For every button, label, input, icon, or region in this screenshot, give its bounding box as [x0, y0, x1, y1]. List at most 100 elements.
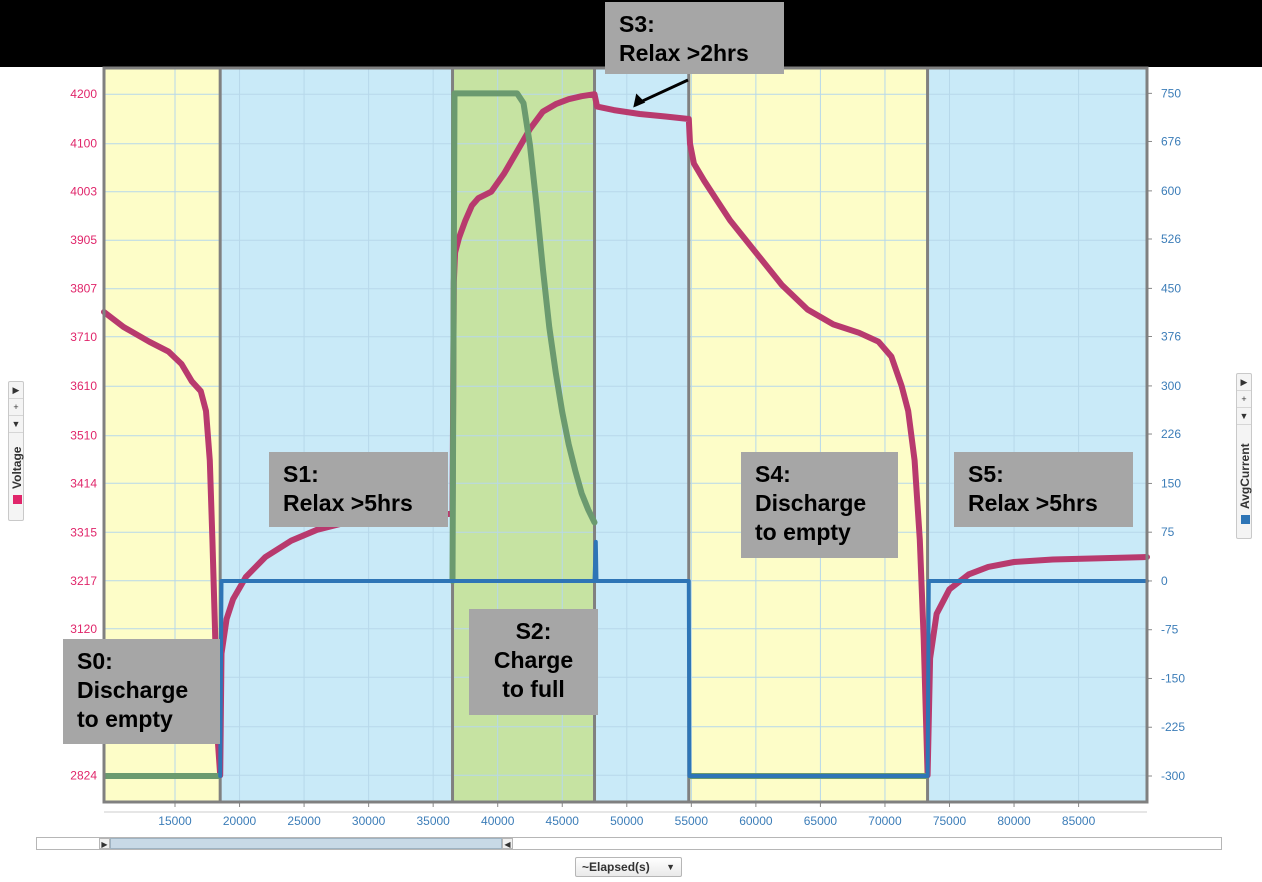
x-tick-label-11: 70000 [868, 814, 902, 828]
callout-s2-line-3: to full [502, 676, 565, 702]
scroll-right-arrow[interactable]: ◀ [502, 838, 513, 849]
callout-s0-line-3: to empty [77, 706, 173, 732]
series-lines [101, 90, 1150, 779]
left-tick-label-11: 3120 [70, 622, 97, 636]
left-tick-label-7: 3510 [70, 429, 97, 443]
right-tick-label-10: 0 [1161, 574, 1168, 588]
left-axis-add-button[interactable]: + [9, 399, 23, 416]
callout-s0-line-2: Discharge [77, 677, 189, 703]
callout-s4-line-3: to empty [755, 519, 851, 545]
x-tick-label-12: 75000 [933, 814, 967, 828]
left-tick-label-6: 3610 [70, 379, 97, 393]
left-tick-label-0: 4200 [70, 87, 97, 101]
x-tick-label-14: 85000 [1062, 814, 1096, 828]
x-tick-label-8: 55000 [675, 814, 709, 828]
callout-s4-line-2: Discharge [755, 490, 867, 516]
right-tick-label-3: 526 [1161, 232, 1181, 246]
callout-s1-line-2: Relax >5hrs [283, 490, 413, 516]
right-tick-label-8: 150 [1161, 476, 1181, 490]
callout-s2: S2: Charge to full [469, 609, 598, 715]
left-tick-label-1: 4100 [70, 137, 97, 151]
series-1 [449, 90, 598, 584]
x-tick-label-6: 45000 [546, 814, 580, 828]
region-5 [927, 68, 1147, 802]
x-axis-selector-label: ~Elapsed(s) [582, 860, 650, 874]
left-tick-label-2: 4003 [70, 185, 97, 199]
x-axis-ticks: 15000 20000 25000 30000 35000 40000 45000 50000… [158, 802, 1096, 828]
right-tick-label-5: 376 [1161, 330, 1181, 344]
x-tick-label-7: 50000 [610, 814, 644, 828]
voltage-legend-swatch [13, 495, 23, 504]
right-axis-title: AvgCurrent [1238, 443, 1252, 524]
scroll-left-arrow[interactable]: ▶ [99, 838, 110, 849]
right-tick-label-9: 75 [1161, 525, 1175, 539]
x-tick-label-3: 30000 [352, 814, 386, 828]
callout-s3-line-2: Relax >2hrs [619, 40, 749, 66]
right-tick-label-13: -225 [1161, 720, 1185, 734]
left-tick-label-4: 3807 [70, 282, 97, 296]
left-tick-label-8: 3414 [70, 476, 97, 490]
callout-s2-line-2: Charge [493, 647, 574, 673]
left-tick-label-14: 2824 [70, 768, 97, 782]
annotation-arrows [633, 78, 689, 108]
callout-s0-line-1: S0: [77, 648, 113, 674]
chevron-down-icon: ▼ [666, 862, 675, 872]
left-axis-title: Voltage [10, 447, 24, 504]
right-tick-label-12: -150 [1161, 671, 1185, 685]
x-tick-label-9: 60000 [739, 814, 773, 828]
callout-s1: S1: Relax >5hrs [269, 452, 448, 527]
x-tick-label-2: 25000 [287, 814, 321, 828]
x-tick-label-4: 35000 [416, 814, 450, 828]
right-axis-ticks: 750676600526450376300226150750-75-150-22… [1147, 86, 1185, 783]
scroll-thumb[interactable] [110, 838, 502, 849]
callout-s1-line-1: S1: [283, 461, 319, 487]
right-axis-control: ▶ + ▼ AvgCurrent [1236, 373, 1252, 539]
x-axis-selector[interactable]: ~Elapsed(s) ▼ [575, 857, 682, 877]
callout-s3: S3: Relax >2hrs [605, 2, 784, 74]
right-tick-label-2: 600 [1161, 184, 1181, 198]
callout-s5-line-2: Relax >5hrs [968, 490, 1098, 516]
x-tick-label-10: 65000 [804, 814, 838, 828]
left-axis-expand-button[interactable]: ▶ [9, 382, 23, 399]
x-tick-label-13: 80000 [997, 814, 1031, 828]
callout-s5: S5: Relax >5hrs [954, 452, 1133, 527]
x-scrollbar[interactable]: ▶ ◀ [36, 837, 1222, 850]
right-axis-menu-button[interactable]: ▼ [1237, 408, 1251, 425]
avgcurrent-legend-swatch [1241, 515, 1251, 524]
right-axis-add-button[interactable]: + [1237, 391, 1251, 408]
left-tick-label-5: 3710 [70, 330, 97, 344]
right-tick-label-0: 750 [1161, 86, 1181, 100]
right-axis-expand-button[interactable]: ▶ [1237, 374, 1251, 391]
right-tick-label-7: 226 [1161, 427, 1181, 441]
left-axis-control: ▶ + ▼ Voltage [8, 381, 24, 521]
left-tick-label-10: 3217 [70, 574, 97, 588]
callout-s4: S4: Discharge to empty [741, 452, 898, 558]
right-tick-label-1: 676 [1161, 134, 1181, 148]
callout-s2-line-1: S2: [515, 618, 552, 644]
region-4 [688, 68, 928, 802]
phase-regions [104, 68, 1147, 802]
callout-s4-line-1: S4: [755, 461, 791, 487]
right-axis-title-text: AvgCurrent [1238, 443, 1252, 509]
right-tick-label-14: -300 [1161, 769, 1185, 783]
left-axis-menu-button[interactable]: ▼ [9, 416, 23, 433]
callout-s3-line-1: S3: [619, 11, 655, 37]
series-3 [218, 539, 1149, 778]
x-tick-label-1: 20000 [223, 814, 257, 828]
region-3 [594, 68, 689, 802]
left-tick-label-3: 3905 [70, 233, 97, 247]
callout-s5-line-1: S5: [968, 461, 1004, 487]
right-tick-label-6: 300 [1161, 379, 1181, 393]
right-tick-label-11: -75 [1161, 623, 1179, 637]
grid-lines [104, 68, 1147, 802]
callout-s0: S0: Discharge to empty [63, 639, 220, 744]
region-1 [220, 68, 453, 802]
right-tick-label-4: 450 [1161, 281, 1181, 295]
x-tick-label-0: 15000 [158, 814, 192, 828]
left-tick-label-9: 3315 [70, 525, 97, 539]
x-tick-label-5: 40000 [481, 814, 515, 828]
left-axis-ticks: 4200 4100 4003 3905 3807 3710 3610 3510 3414 3315… [70, 87, 97, 782]
callout-s3-arrow-line [640, 78, 689, 103]
left-axis-title-text: Voltage [10, 446, 24, 489]
